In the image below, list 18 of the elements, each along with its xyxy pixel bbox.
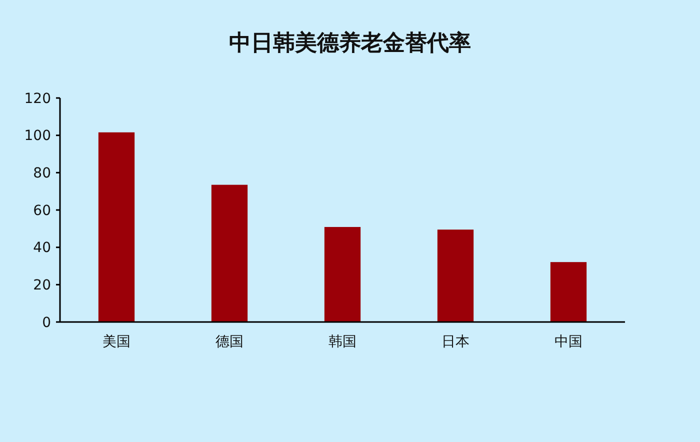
x-tick-label: 韩国	[328, 334, 356, 350]
x-tick-label: 德国	[216, 334, 244, 350]
y-tick-label: 20	[33, 278, 51, 294]
bar	[211, 184, 248, 322]
x-tick-label: 日本	[442, 334, 470, 350]
y-tick-label: 60	[33, 202, 51, 219]
bar	[437, 230, 474, 322]
y-tick-label: 40	[33, 240, 51, 256]
x-tick-label: 美国	[102, 334, 130, 350]
y-tick-label: 120	[24, 90, 51, 107]
bar	[550, 262, 587, 322]
bar	[324, 226, 361, 322]
chart-title: 中日韩美德养老金替代率	[229, 30, 471, 56]
y-tick-label: 80	[33, 166, 51, 182]
y-tick-label: 0	[42, 314, 51, 331]
x-tick-label: 中国	[554, 334, 582, 350]
bar	[98, 132, 135, 322]
y-tick-label: 100	[24, 128, 51, 144]
